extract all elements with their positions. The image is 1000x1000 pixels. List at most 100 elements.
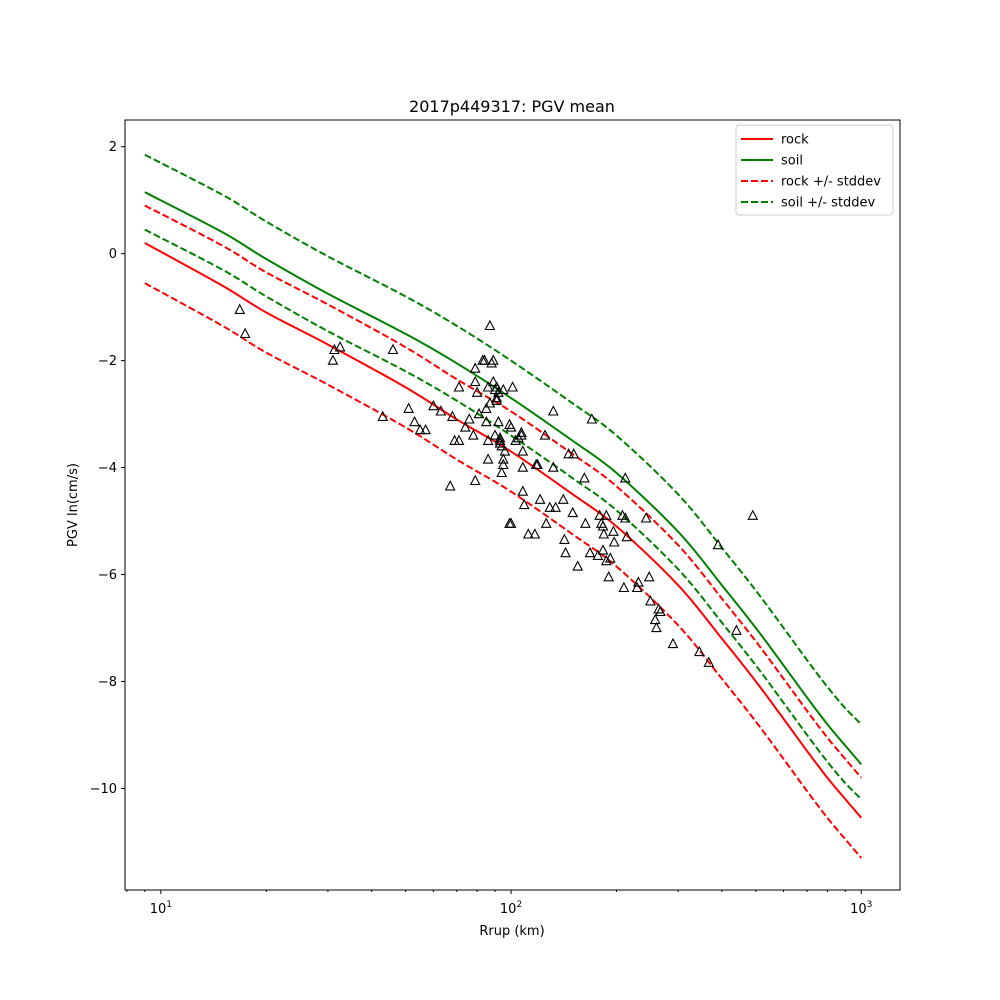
observation-point (597, 544, 609, 555)
observation-point (644, 595, 656, 606)
observation-point (487, 375, 499, 387)
observation-point (427, 399, 439, 411)
x-tick-label: 101 (150, 900, 172, 917)
observation-point (517, 461, 529, 472)
observation-point (600, 509, 612, 520)
observation-point (517, 485, 529, 496)
observation-point (619, 512, 631, 523)
observation-point (471, 386, 483, 397)
observation-point (703, 656, 715, 667)
legend-label: rock +/- stddev (781, 175, 881, 190)
observation-point (643, 571, 655, 582)
series-line-1 (144, 242, 863, 819)
observation-point (505, 517, 517, 528)
x-tick-label: 102 (500, 900, 522, 917)
observation-point (492, 386, 504, 397)
observation-point (693, 645, 705, 657)
observation-point (497, 383, 509, 395)
observation-point (712, 538, 724, 550)
observation-point (550, 501, 562, 512)
observation-point (578, 472, 590, 483)
observation-point (608, 536, 620, 547)
observation-point (491, 391, 503, 403)
observation-point (586, 413, 598, 424)
series-line-2 (144, 191, 863, 765)
observation-point (377, 410, 389, 421)
observation-point (568, 448, 580, 459)
x-tick-label: 103 (850, 900, 872, 917)
observation-point (473, 407, 485, 419)
observation-point (558, 533, 570, 544)
observation-point (572, 560, 584, 571)
legend-label: rock (781, 133, 809, 148)
observation-point (409, 415, 420, 427)
observation-point (594, 509, 606, 520)
observation-point (518, 498, 530, 510)
observation-point (584, 546, 596, 558)
observation-point (640, 512, 652, 523)
observation-point (515, 429, 527, 440)
observation-point (497, 453, 509, 464)
legend-box (735, 124, 894, 216)
observation-point (517, 445, 529, 456)
observation-point (480, 402, 492, 413)
observation-point (482, 381, 494, 392)
y-tick-label: −8 (98, 675, 117, 690)
observation-point (649, 613, 661, 625)
observation-point (529, 528, 541, 539)
observation-point (654, 605, 666, 617)
observation-point (507, 381, 519, 392)
observation-point (387, 343, 399, 355)
observation-point (487, 354, 499, 365)
observation-point (496, 466, 508, 478)
x-axis-label: Rrup (km) (479, 924, 544, 939)
observation-point (459, 421, 471, 432)
y-axis-ticks: 2 0 −2 −4 −6 −8 −10 (90, 140, 125, 797)
legend: rock soil rock +/- stddev soil +/- stddev (735, 124, 894, 216)
observation-point (414, 423, 426, 435)
observation-point (650, 621, 662, 633)
observation-point (747, 509, 759, 520)
observation-point (480, 415, 492, 427)
observation-point (334, 341, 346, 352)
observation-point (446, 410, 458, 421)
observation-point (547, 461, 559, 472)
observation-point (239, 327, 251, 339)
model-curves (144, 153, 863, 859)
observation-point (632, 576, 644, 587)
observation-point (499, 445, 511, 456)
observation-point (435, 405, 447, 416)
series-line-5 (144, 153, 862, 725)
observation-point (603, 571, 615, 582)
observation-point (469, 474, 481, 486)
observation-point (667, 637, 679, 649)
y-tick-label: −2 (98, 354, 117, 369)
observation-point (598, 528, 610, 539)
observation-point (420, 423, 432, 435)
observation-point (730, 624, 742, 635)
series-line-3 (144, 204, 863, 779)
observation-point (494, 432, 506, 443)
observation-point (621, 530, 633, 542)
observation-point (607, 525, 619, 536)
observation-point (469, 362, 481, 373)
observation-point (453, 381, 465, 392)
observation-point (544, 501, 556, 512)
observation-point (631, 581, 643, 593)
observation-point (557, 493, 569, 504)
observation-point (515, 426, 527, 437)
y-tick-label: 0 (109, 247, 117, 262)
observation-point (510, 434, 522, 445)
chart-title: 2017p449317: PGV mean (409, 97, 615, 116)
observation-point (579, 517, 591, 528)
observation-point (513, 432, 524, 443)
observation-point (453, 434, 465, 445)
series-line-6 (144, 228, 862, 800)
observation-point (444, 480, 456, 491)
observation-point (479, 354, 490, 365)
observation-point (560, 546, 571, 558)
observation-point (469, 375, 481, 387)
y-tick-label: 2 (109, 140, 117, 155)
observation-point (497, 458, 509, 470)
